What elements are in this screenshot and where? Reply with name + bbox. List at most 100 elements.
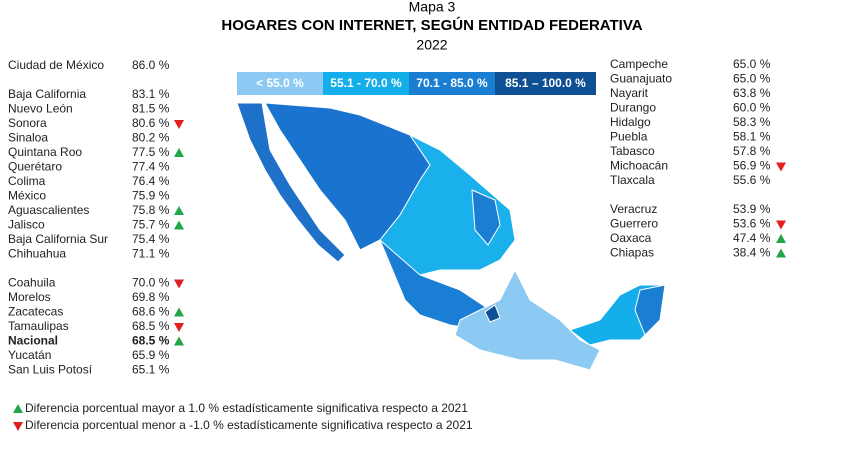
trend-down — [174, 323, 184, 332]
entity-value: 68.5 % — [132, 319, 170, 333]
entity-name: Querétaro — [8, 160, 62, 174]
entity-value: 68.5 % — [132, 334, 170, 348]
entity-name: Veracruz — [610, 202, 657, 216]
entity-name: Nayarit — [610, 86, 649, 100]
trend-up — [174, 206, 184, 215]
entity-name: Aguascalientes — [8, 203, 89, 217]
entity-name: Hidalgo — [610, 115, 651, 129]
trend-up — [174, 336, 184, 346]
region — [634, 284, 666, 336]
entity-value: 55.6 % — [733, 173, 771, 187]
entity-value: 53.9 % — [733, 202, 771, 216]
entity-name: Durango — [610, 101, 656, 115]
trend-up — [174, 148, 184, 157]
entity-name: Yucatán — [8, 348, 51, 362]
entity-value: 53.6 % — [733, 217, 771, 231]
entity-name: Nuevo León — [8, 102, 73, 116]
entity-name: Chihuahua — [8, 247, 66, 261]
entity-name: Morelos — [8, 290, 51, 304]
entity-name: México — [8, 189, 46, 203]
trend-down — [776, 162, 786, 172]
trend-down — [13, 422, 23, 431]
entity-value: 86.0 % — [132, 58, 170, 72]
region — [236, 102, 346, 263]
trend-up — [776, 234, 786, 243]
region — [471, 189, 501, 246]
entity-value: 81.5 % — [132, 102, 170, 116]
entity-name: Chiapas — [610, 246, 654, 260]
note: Diferencia porcentual menor a -1.0 % est… — [25, 418, 473, 432]
legend-label: 85.1 – 100.0 % — [505, 76, 586, 90]
entity-name: Campeche — [610, 57, 668, 71]
map-title: HOGARES CON INTERNET, SEGÚN ENTIDAD FEDE… — [221, 16, 642, 34]
entity-value: 63.8 % — [733, 86, 771, 100]
entity-value: 80.6 % — [132, 116, 170, 130]
entity-value: 58.3 % — [733, 115, 771, 129]
legend-label: < 55.0 % — [256, 76, 304, 90]
region — [484, 304, 501, 323]
entity-value: 65.9 % — [132, 348, 170, 362]
trend-up — [13, 404, 23, 413]
entity-value: 60.0 % — [733, 101, 771, 115]
trend-down — [174, 120, 184, 129]
trend-up — [776, 248, 786, 258]
entity-name: Baja California — [8, 87, 86, 101]
entity-value: 68.6 % — [132, 305, 170, 319]
entity-name: San Luis Potosí — [8, 363, 93, 377]
entity-value: 71.1 % — [132, 247, 170, 261]
legend-label: 55.1 - 70.0 % — [330, 76, 402, 90]
entity-name: Sonora — [8, 116, 47, 130]
entity-value: 75.4 % — [132, 232, 170, 246]
entity-name: Zacatecas — [8, 305, 63, 319]
entity-name: Oaxaca — [610, 231, 652, 245]
entity-value: 69.8 % — [132, 290, 170, 304]
entity-name: Ciudad de México — [8, 58, 104, 72]
entity-name: Tabasco — [610, 144, 655, 158]
entity-value: 65.0 % — [733, 72, 771, 86]
entity-name: Colima — [8, 174, 46, 188]
entity-value: 47.4 % — [733, 231, 771, 245]
entity-name: Sinaloa — [8, 131, 48, 145]
entity-name: Guanajuato — [610, 72, 672, 86]
entity-name: Guerrero — [610, 217, 658, 231]
map — [236, 102, 666, 371]
entity-value: 57.8 % — [733, 144, 771, 158]
entity-name: Michoacán — [610, 159, 668, 173]
entity-name: Tlaxcala — [610, 173, 655, 187]
entity-value: 56.9 % — [733, 159, 771, 173]
trend-up — [174, 307, 184, 317]
entity-name: Tamaulipas — [8, 319, 69, 333]
map-year: 2022 — [416, 37, 447, 53]
entity-value: 77.4 % — [132, 160, 170, 174]
region — [379, 133, 516, 276]
entity-value: 80.2 % — [132, 131, 170, 145]
entity-name: Jalisco — [8, 218, 45, 232]
trend-up — [174, 220, 184, 230]
legend-swatch — [409, 72, 495, 95]
entity-value: 83.1 % — [132, 87, 170, 101]
entity-value: 77.5 % — [132, 145, 170, 159]
trend-down — [776, 220, 786, 230]
region — [454, 268, 601, 371]
legend-swatch — [495, 72, 596, 95]
entity-value: 75.9 % — [132, 189, 170, 203]
entity-name: Puebla — [610, 130, 648, 144]
map-label: Mapa 3 — [409, 0, 456, 15]
entity-value: 58.1 % — [733, 130, 771, 144]
entity-value: 75.8 % — [132, 203, 170, 217]
entity-name: Nacional — [8, 334, 58, 348]
entity-name: Coahuila — [8, 276, 56, 290]
trend-down — [174, 279, 184, 289]
entity-value: 70.0 % — [132, 276, 170, 290]
entity-value: 76.4 % — [132, 174, 170, 188]
entity-value: 75.7 % — [132, 218, 170, 232]
legend-swatch — [323, 72, 409, 95]
legend-swatch — [237, 72, 323, 95]
entity-value: 38.4 % — [733, 246, 771, 260]
note: Diferencia porcentual mayor a 1.0 % esta… — [25, 401, 468, 415]
entity-name: Baja California Sur — [8, 232, 108, 246]
entity-value: 65.1 % — [132, 363, 170, 377]
entity-name: Quintana Roo — [8, 145, 82, 159]
legend-label: 70.1 - 85.0 % — [416, 76, 488, 90]
